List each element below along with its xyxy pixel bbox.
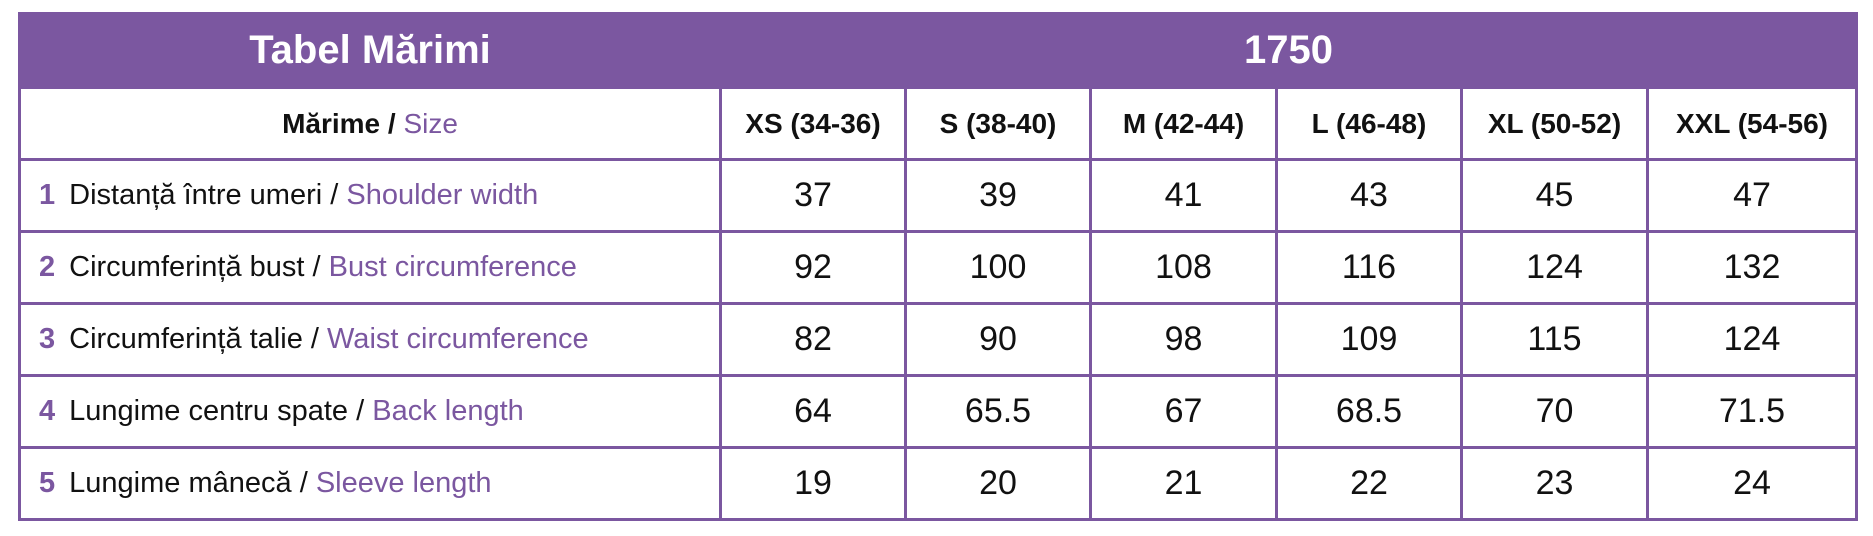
size-label: XL (50-52): [1460, 86, 1649, 161]
measure-label: 2 Circumferință bust / Bust circumference: [18, 230, 722, 305]
measure-value: 71.5: [1645, 374, 1859, 449]
measure-value: 19: [719, 446, 907, 521]
measure-value: 92: [719, 230, 907, 305]
measure-value: 124: [1460, 230, 1649, 305]
title-row: Tabel Mărimi 1750: [18, 12, 1859, 89]
measure-label: 1 Distanță între umeri / Shoulder width: [18, 158, 722, 233]
separator: /: [310, 323, 319, 355]
measure-label: 4 Lungime centru spate / Back length: [18, 374, 722, 449]
measure-row: 4 Lungime centru spate / Back length 64 65.…: [18, 374, 1859, 449]
size-table: Tabel Mărimi 1750 Mărime / Size XS (34-3…: [18, 12, 1859, 521]
measure-label: 3 Circumferință talie / Waist circumferen…: [18, 302, 722, 377]
measure-en: Shoulder width: [346, 179, 539, 211]
measure-value: 47: [1645, 158, 1859, 233]
measure-en: Bust circumference: [328, 251, 577, 283]
size-label: M (42-44): [1089, 86, 1278, 161]
measure-number: 5: [39, 467, 56, 499]
measure-en: Sleeve length: [315, 467, 492, 499]
separator: /: [356, 395, 365, 427]
separator: /: [312, 251, 321, 283]
size-header-en: Size: [403, 107, 458, 139]
measure-number: 2: [39, 251, 56, 283]
measure-value: 21: [1089, 446, 1278, 521]
measure-value: 82: [719, 302, 907, 377]
measure-value: 98: [1089, 302, 1278, 377]
measure-value: 65.5: [904, 374, 1092, 449]
measure-row: 3 Circumferință talie / Waist circumferen…: [18, 302, 1859, 377]
measure-value: 22: [1275, 446, 1463, 521]
measure-en: Waist circumference: [327, 323, 589, 355]
table-body: 1 Distanță între umeri / Shoulder width 37…: [18, 158, 1859, 521]
measure-ro: Distanță între umeri: [69, 179, 323, 211]
table-title: Tabel Mărimi: [18, 12, 722, 89]
measure-en: Back length: [372, 395, 524, 427]
measure-ro: Circumferință bust: [69, 251, 305, 283]
measure-value: 70: [1460, 374, 1649, 449]
measure-row: 2 Circumferință bust / Bust circumference…: [18, 230, 1859, 305]
measure-number: 4: [39, 395, 56, 427]
measure-value: 39: [904, 158, 1092, 233]
measure-value: 108: [1089, 230, 1278, 305]
size-header-ro: Mărime: [282, 107, 381, 139]
measure-value: 68.5: [1275, 374, 1463, 449]
measure-row: 5 Lungime mânecă / Sleeve length 19 20 21 22 2…: [18, 446, 1859, 521]
measure-value: 23: [1460, 446, 1649, 521]
measure-value: 20: [904, 446, 1092, 521]
measure-value: 64: [719, 374, 907, 449]
measure-value: 43: [1275, 158, 1463, 233]
measure-value: 24: [1645, 446, 1859, 521]
measure-label: 5 Lungime mânecă / Sleeve length: [18, 446, 722, 521]
measure-value: 90: [904, 302, 1092, 377]
measure-number: 1: [39, 179, 56, 211]
size-row: Mărime / Size XS (34-36) S (38-40) M (42-4…: [18, 86, 1859, 161]
measure-ro: Lungime centru spate: [69, 395, 349, 427]
measure-value: 45: [1460, 158, 1649, 233]
table-head: Tabel Mărimi 1750 Mărime / Size XS (34-3…: [18, 12, 1859, 161]
measure-value: 116: [1275, 230, 1463, 305]
measure-value: 115: [1460, 302, 1649, 377]
size-header: Mărime / Size: [18, 86, 722, 161]
separator: /: [387, 107, 396, 139]
size-label: S (38-40): [904, 86, 1092, 161]
separator: /: [330, 179, 339, 211]
measure-value: 37: [719, 158, 907, 233]
size-label: L (46-48): [1275, 86, 1463, 161]
measure-value: 41: [1089, 158, 1278, 233]
measure-value: 109: [1275, 302, 1463, 377]
measure-ro: Circumferință talie: [69, 323, 303, 355]
measure-number: 3: [39, 323, 56, 355]
measure-value: 100: [904, 230, 1092, 305]
measure-row: 1 Distanță între umeri / Shoulder width 37…: [18, 158, 1859, 233]
measure-ro: Lungime mânecă: [69, 467, 292, 499]
model-code: 1750: [718, 12, 1859, 89]
size-label: XXL (54-56): [1645, 86, 1859, 161]
measure-value: 132: [1645, 230, 1859, 305]
size-label: XS (34-36): [719, 86, 907, 161]
measure-value: 67: [1089, 374, 1278, 449]
measure-value: 124: [1645, 302, 1859, 377]
separator: /: [299, 467, 308, 499]
